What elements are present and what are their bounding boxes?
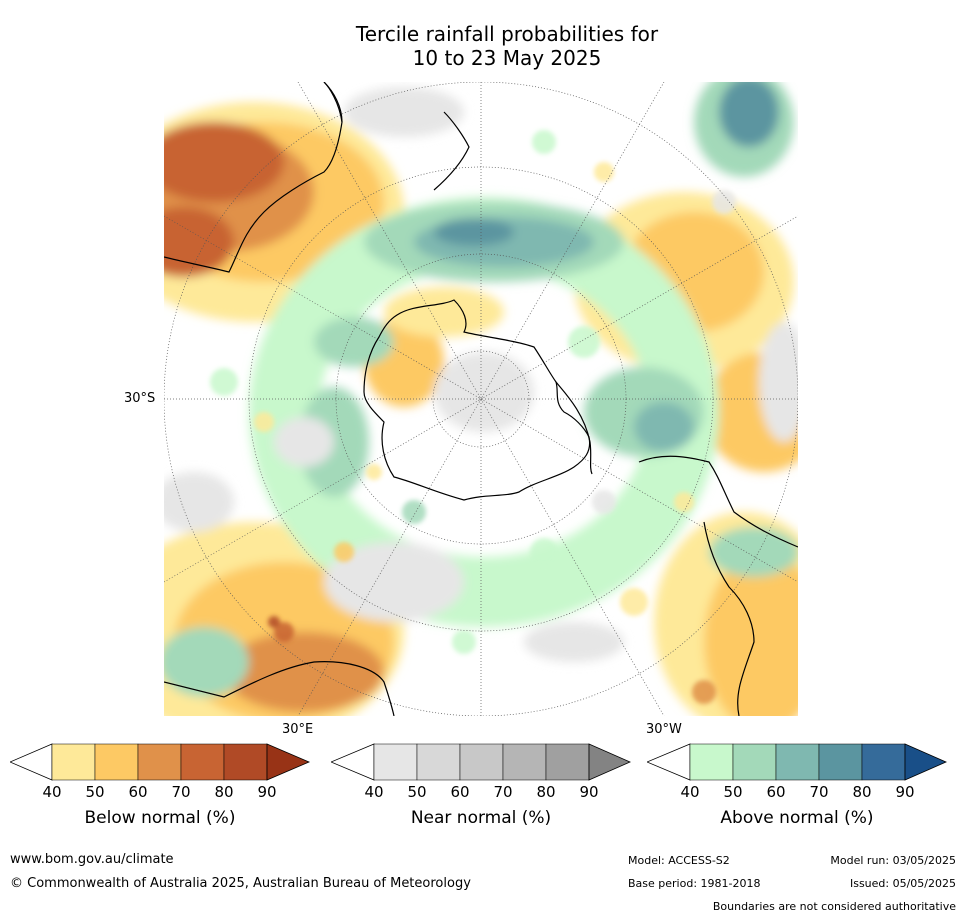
south-america-outline [638,455,798,548]
website-link[interactable]: www.bom.gov.au/climate [10,852,174,867]
graticule [164,82,798,716]
africa-outline [164,661,395,716]
colorbar-above-swatches [647,743,947,781]
new-zealand-outline [433,111,470,191]
longitude-label-30e: 30°E [282,722,314,737]
colorbar-below-tick: 60 [128,783,148,801]
title-line-2: 10 to 23 May 2025 [412,46,602,70]
colorbar-below-swatches [10,743,310,781]
model-run-date: Model run: 03/05/2025 [830,854,956,867]
antarctica-outline [363,299,591,501]
boundaries-disclaimer: Boundaries are not considered authoritat… [712,900,956,913]
colorbar-above-tick: 50 [723,783,743,801]
colorbar-near-normal [331,743,631,781]
colorbar-above-tick: 40 [680,783,700,801]
colorbar-above-tick: 70 [809,783,829,801]
base-period: Base period: 1981-2018 [628,877,761,890]
model-name: Model: ACCESS-S2 [628,854,730,867]
title-line-1: Tercile rainfall probabilities for [355,22,659,46]
colorbar-below-tick: 50 [85,783,105,801]
issued-date: Issued: 05/05/2025 [849,877,956,890]
colorbar-below-tick: 40 [42,783,62,801]
longitude-label-30w: 30°W [646,722,682,737]
colorbar-below-tick: 90 [257,783,277,801]
colorbar-below-tick: 80 [214,783,234,801]
coastlines [164,82,798,716]
colorbar-above-label: Above normal (%) [720,808,874,828]
colorbar-above-tick: 90 [895,783,915,801]
colorbar-near-tick: 90 [579,783,599,801]
probability-map [164,82,798,716]
colorbar-below-normal [10,743,310,781]
colorbar-below-tick: 70 [171,783,191,801]
colorbar-above-tick: 60 [766,783,786,801]
copyright-notice: © Commonwealth of Australia 2025, Austra… [10,876,471,891]
map-title: Tercile rainfall probabilities for 10 to… [0,22,965,70]
colorbar-near-swatches [331,743,631,781]
colorbar-near-tick: 40 [364,783,384,801]
probability-fields [164,82,798,716]
colorbar-near-tick: 50 [407,783,427,801]
map-canvas [164,82,798,716]
colorbar-near-tick: 80 [536,783,556,801]
colorbar-near-tick: 60 [450,783,470,801]
colorbar-near-tick: 70 [493,783,513,801]
colorbar-near-label: Near normal (%) [410,808,552,828]
latitude-label-30s: 30°S [124,391,156,406]
colorbar-above-tick: 80 [852,783,872,801]
colorbar-below-label: Below normal (%) [84,808,236,828]
probability-speckles [210,130,736,704]
colorbar-above-normal [647,743,947,781]
